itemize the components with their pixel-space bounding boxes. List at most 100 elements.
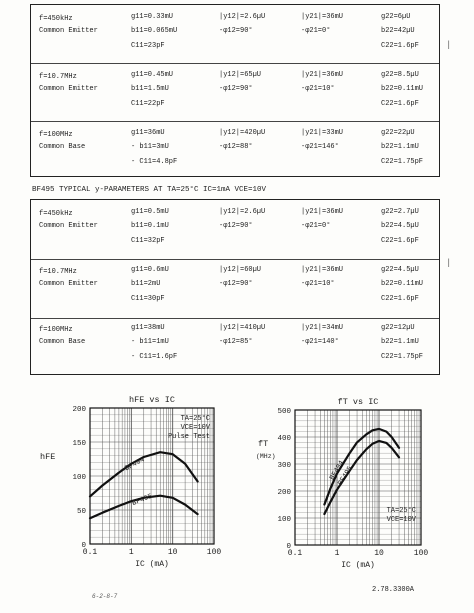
chart-annotation: TA=25°C [387, 506, 416, 515]
parameter-value: g22=22µU [381, 129, 415, 137]
parameter-value: - C11=1.6pF [131, 353, 178, 361]
y-axis-label: hFE [40, 452, 55, 462]
parameter-value: -φ12=85° [219, 338, 253, 346]
margin-mark: | [446, 40, 452, 50]
parameter-value: |y21|=36mU [301, 13, 344, 21]
parameter-value: |y21|=34mU [301, 324, 344, 332]
parameter-value: -φ21=0° [301, 27, 331, 35]
parameter-value: -φ21=10° [301, 280, 335, 288]
parameter-value: g11=36mU [131, 129, 165, 137]
parameter-value: g11=38mU [131, 324, 165, 332]
parameter-value: g11=0.33mU [131, 13, 174, 21]
series-line-bf495 [88, 494, 199, 520]
y-axis-label: fT [258, 439, 268, 449]
condition-label: Common Emitter [39, 85, 98, 93]
condition-label: Common Base [39, 338, 86, 346]
y-tick-label: 150 [72, 440, 86, 448]
parameter-value: g22=12µU [381, 324, 415, 332]
parameter-value: -φ12=90° [219, 27, 253, 35]
condition-label: Common Emitter [39, 280, 98, 288]
parameter-value: b11=1.5mU [131, 85, 169, 93]
chart-annotation: Pulse Test [168, 433, 210, 441]
parameter-value: b22=0.11mU [381, 85, 424, 93]
parameter-value: b11=0.1mU [131, 222, 169, 230]
parameter-value: C11=30pF [131, 295, 165, 303]
parameter-value: C11=23pF [131, 42, 165, 50]
condition-label: Common Emitter [39, 222, 98, 230]
parameter-value: C22=1.6pF [381, 295, 419, 303]
row-separator [31, 121, 439, 122]
parameter-value: |y12|=420µU [219, 129, 266, 137]
parameter-value: - C11=4.8pF [131, 158, 178, 166]
row-separator [31, 318, 439, 319]
hfe-vs-ic-chart: hFE vs IC 0.1 1 10 100 0 50 100 150 200 IC (mA) hFE… [40, 396, 222, 569]
x-tick-label: 100 [207, 548, 222, 557]
condition-label: f=100MHz [39, 131, 73, 139]
condition-label: Common Base [39, 143, 86, 151]
y-tick-label: 200 [277, 489, 291, 497]
parameter-value: g11=0.6mU [131, 266, 169, 274]
parameter-value: -φ12=90° [219, 280, 253, 288]
parameter-value: b22=1.1mU [381, 338, 419, 346]
parameter-value: C22=1.6pF [381, 100, 419, 108]
parameter-value: -φ21=146° [301, 143, 339, 151]
parameter-value: |y21|=36mU [301, 208, 344, 216]
parameter-value: |y21|=33mU [301, 129, 344, 137]
series-label: BF495 [131, 493, 153, 508]
parameter-value: |y12|=2.6µU [219, 208, 266, 216]
chart-annotation: VCE=10V [387, 516, 417, 524]
condition-label: f=10.7MHz [39, 73, 77, 81]
parameter-value: C22=1.6pF [381, 237, 419, 245]
parameter-value: |y21|=36mU [301, 266, 344, 274]
parameter-value: |y12|=65µU [219, 71, 262, 79]
series-line-bf494 [88, 451, 199, 498]
parameter-value: C11=22pF [131, 100, 165, 108]
parameter-value: g22=6µU [381, 13, 411, 21]
y-tick-label: 0 [286, 543, 291, 551]
condition-label: f=450kHz [39, 210, 73, 218]
x-tick-label: 100 [414, 549, 429, 558]
y-tick-label: 200 [72, 406, 86, 414]
parameter-value: -φ12=88° [219, 143, 253, 151]
parameter-value: g11=0.45mU [131, 71, 174, 79]
series-line-bf495 [323, 439, 401, 516]
parameter-value: C11=32pF [131, 237, 165, 245]
condition-label: f=10.7MHz [39, 268, 77, 276]
document-number: 2.78.3300A [372, 586, 415, 594]
margin-mark: | [446, 258, 452, 268]
parameter-value: C22=1.75pF [381, 353, 424, 361]
condition-label: f=450kHz [39, 15, 73, 23]
row-separator [31, 259, 439, 260]
parameter-value: g22=8.5µU [381, 71, 419, 79]
parameter-value: g22=4.5µU [381, 266, 419, 274]
parameter-value: C22=1.6pF [381, 42, 419, 50]
y-axis-unit: (MHz) [256, 453, 276, 460]
parameter-value: b22=1.1mU [381, 143, 419, 151]
parameter-value: -φ21=10° [301, 85, 335, 93]
parameter-value: b22=42µU [381, 27, 415, 35]
series-line-bf494 [323, 427, 401, 506]
table2-heading: BF495 TYPICAL y-PARAMETERS AT TA=25°C IC… [32, 186, 267, 194]
parameter-value: |y21|=36mU [301, 71, 344, 79]
y-tick-label: 300 [277, 462, 291, 470]
y-params-table-bf495: f=450kHz Common Emitter g11=0.5mU b11=0.1mU… [30, 199, 440, 375]
x-tick-label: 10 [168, 548, 178, 557]
y-tick-label: 500 [277, 408, 291, 416]
parameter-value: |y12|=2.6µU [219, 13, 266, 21]
x-tick-label: 1 [129, 548, 134, 557]
chart-title: hFE vs IC [129, 396, 175, 405]
parameter-value: -φ21=0° [301, 222, 331, 230]
parameter-value: b22=4.5µU [381, 222, 419, 230]
y-tick-label: 400 [277, 435, 291, 443]
plot-frame [294, 409, 422, 546]
parameter-value: b22=0.11mU [381, 280, 424, 288]
parameter-value: g11=0.5mU [131, 208, 169, 216]
parameter-value: C22=1.75pF [381, 158, 424, 166]
x-tick-label: 10 [374, 549, 384, 558]
parameter-value: g22=2.7µU [381, 208, 419, 216]
handwritten-note: 6-2-8-7 [92, 593, 118, 600]
y-tick-label: 0 [81, 542, 86, 550]
x-tick-label: 0.1 [288, 549, 303, 558]
parameter-value: -φ12=90° [219, 85, 253, 93]
